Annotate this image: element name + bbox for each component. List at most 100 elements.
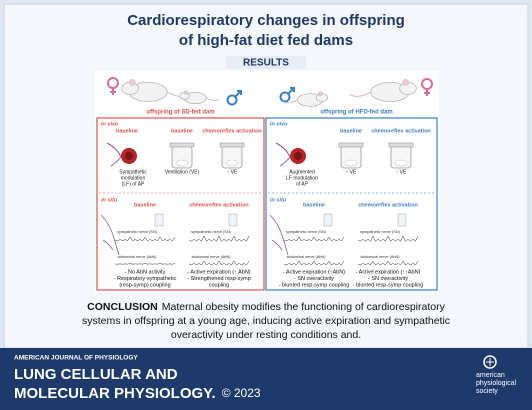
nerve-icon: [269, 214, 289, 256]
conclusion-text: CONCLUSION Maternal obesity modifies the …: [87, 301, 445, 313]
nerve-trace: [357, 260, 419, 266]
plethysmograph: [394, 159, 408, 167]
heart-icon: [294, 152, 302, 160]
caption: LF modulation: [286, 175, 318, 181]
conclusion-line: Maternal obesity modifies the functionin…: [162, 301, 446, 313]
publisher-logo: [483, 355, 497, 369]
caption: Sympathetic: [119, 169, 147, 175]
group-panel: [265, 117, 438, 291]
nerve-trace: [188, 260, 250, 266]
column-header: chemoreflex activation: [202, 128, 262, 134]
outcome: coupling: [209, 282, 230, 288]
plethysmograph: [175, 159, 189, 167]
rat-icon: [402, 79, 409, 86]
group-label: offspring of HFD-fed dam: [320, 110, 392, 116]
nerve-trace: [114, 236, 176, 242]
nerve-label: abdominal nerve (AbN): [360, 255, 400, 259]
results-tab: [226, 56, 306, 69]
journal-name-line: MOLECULAR PHYSIOLOGY.: [14, 385, 216, 402]
outcome: - SN overactivity: [294, 276, 334, 282]
sex-symbol: [110, 88, 116, 95]
column-header: baseline: [340, 128, 362, 134]
publisher-logo: [486, 358, 494, 366]
column-header: baseline: [116, 128, 138, 134]
nerve-trace: [114, 263, 176, 265]
publisher: society: [476, 388, 498, 395]
conclusion-line: systems in offspring at a young age, ind…: [82, 315, 450, 327]
journal-name: MOLECULAR PHYSIOLOGY. © 2023: [14, 385, 261, 402]
outcome: - Active expiration (↑ AbN): [187, 269, 250, 275]
sex-symbol: [287, 87, 295, 95]
publisher: physiological: [476, 380, 517, 387]
nerve-label: abdominal nerve (AbN): [117, 255, 157, 259]
footer: [0, 348, 532, 410]
caption: of AP: [296, 181, 309, 187]
outcome: - Strengthened resp-symp: [187, 276, 251, 282]
rat-icon: [318, 91, 323, 96]
outcome: - Respiratory-sympathetic: [114, 276, 177, 282]
caption: modulation: [121, 175, 146, 181]
sex-symbol: [424, 89, 430, 96]
plethysmograph: [338, 142, 364, 148]
plethysmograph: [219, 142, 245, 148]
outcome: (resp-symp) coupling: [119, 282, 170, 288]
outcome: - Active expiration (↑AbN): [283, 269, 345, 275]
sex-symbol: [226, 94, 238, 106]
group-panel: [96, 117, 265, 291]
journal-label: AMERICAN JOURNAL OF PHYSIOLOGY: [14, 355, 138, 362]
recording-bath: [228, 213, 238, 227]
vessel-icon: [275, 142, 291, 167]
group-label: offspring of SD-fed dam: [146, 110, 214, 116]
nerve-trace: [283, 260, 345, 266]
recording-bath: [323, 213, 333, 227]
nerve-label: sympathetic nerve (SN): [360, 230, 400, 234]
year: © 2023: [222, 386, 261, 400]
journal-name: LUNG CELLULAR AND: [14, 366, 178, 383]
column-header: chemoreflex activation: [189, 202, 249, 208]
nerve-trace: [357, 235, 419, 242]
plethysmograph: [388, 142, 414, 148]
outcome: - blunted resp-symp coupling: [279, 282, 350, 288]
caption: ↑ VE: [396, 169, 407, 175]
nerve-label: abdominal nerve (AbN): [286, 255, 326, 259]
conclusion-heading: CONCLUSION: [87, 301, 158, 313]
sex-symbol: [234, 90, 242, 98]
nerve-trace: [188, 235, 250, 242]
caption: Augmented: [289, 169, 315, 175]
heart-icon: [125, 152, 133, 160]
nerve-label: sympathetic nerve (SN): [117, 230, 157, 234]
plethysmograph: [344, 159, 358, 167]
nerve-trace: [283, 236, 345, 242]
nerve-label: abdominal nerve (AbN): [191, 255, 231, 259]
conclusion-line: overactivity under resting conditions an…: [171, 329, 361, 341]
outcome: - blunted resp-symp coupling: [353, 282, 424, 288]
caption: (LF) of AP: [122, 181, 145, 187]
column-header: chemoreflex activation: [371, 128, 431, 134]
recording-bath: [397, 213, 407, 227]
rat-icon: [282, 99, 298, 104]
section-tag: in vivo: [270, 121, 288, 127]
results-label: RESULTS: [243, 58, 289, 69]
nerve-label: sympathetic nerve (SN): [191, 230, 231, 234]
outcome: - No AbN activity: [125, 269, 166, 275]
caption: Ventilation (VE): [165, 169, 200, 175]
caption: ↑ VE: [346, 169, 357, 175]
vessel-icon: [106, 142, 122, 167]
column-header: chemoreflex activation: [358, 202, 418, 208]
figure-panel: [95, 71, 439, 293]
nerve-label: sympathetic nerve (SN): [286, 230, 326, 234]
caption: ↑ VE: [227, 169, 238, 175]
column-header: baseline: [303, 202, 325, 208]
plethysmograph: [169, 142, 195, 148]
column-header: baseline: [134, 202, 156, 208]
plethysmograph: [225, 159, 239, 167]
sex-symbol: [279, 91, 291, 103]
outcome: - Active expiration (↑↑AbN): [356, 269, 421, 275]
rat-icon: [349, 91, 372, 97]
recording-bath: [154, 213, 164, 227]
section-tag: in vivo: [101, 121, 119, 127]
column-header: baseline: [171, 128, 193, 134]
rat-icon: [129, 79, 136, 86]
outcome: - SN overactivity: [368, 276, 408, 282]
